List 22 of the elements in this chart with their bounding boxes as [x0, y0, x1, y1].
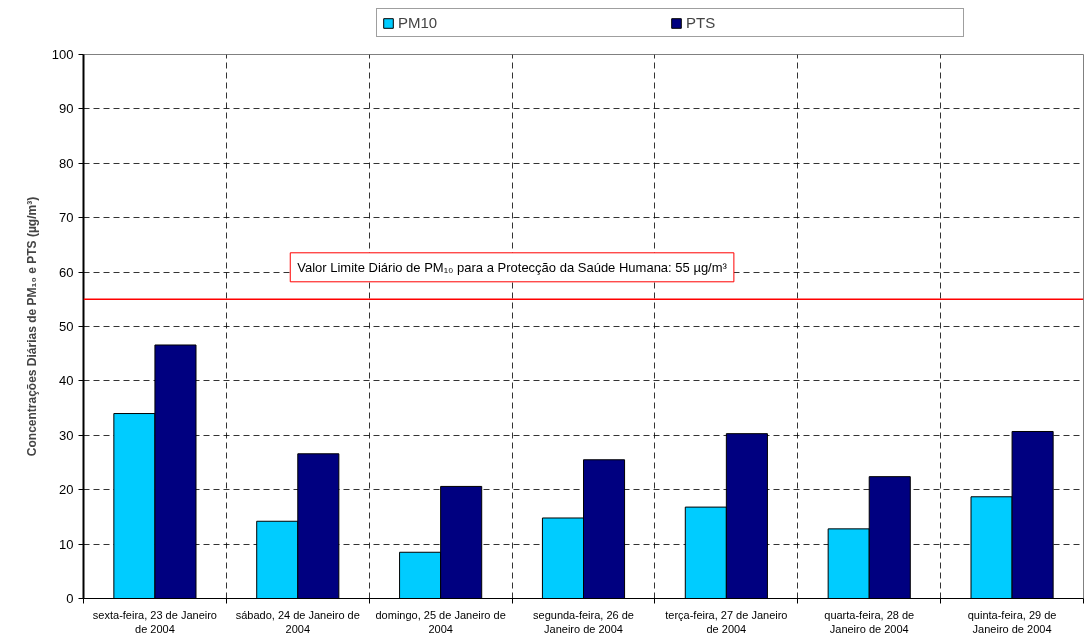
- y-tick-label: 60: [59, 264, 74, 280]
- y-axis-title: Concentrações Diárias de PM₁₀ e PTS (µg/m³): [24, 196, 39, 457]
- x-tick-label: quinta-feira, 29 de Janeiro de 2004: [967, 608, 1057, 635]
- y-tick-label: 20: [59, 482, 74, 498]
- x-tick-label: quarta-feira, 28 de Janeiro de 2004: [824, 608, 915, 635]
- x-tick-label: domingo, 25 de Janeiro de 2004: [375, 608, 506, 635]
- y-tick-label: 80: [59, 155, 74, 171]
- y-tick-label: 10: [59, 536, 74, 552]
- y-tick-label: 40: [59, 373, 74, 389]
- x-tick-label: segunda-feira, 26 de Janeiro de 2004: [533, 608, 634, 635]
- legend-label: PM10: [398, 14, 439, 31]
- y-tick-label: 70: [59, 210, 74, 226]
- y-tick-label: 0: [66, 591, 74, 606]
- y-tick-label: 30: [59, 427, 74, 443]
- y-tick-label: 100: [51, 47, 74, 62]
- y-tick-label: 90: [59, 101, 74, 117]
- x-tick-label: sexta-feira, 23 de Janeiro de 2004: [92, 608, 218, 635]
- x-tick-label: sábado, 24 de Janeiro de 2004: [235, 608, 360, 635]
- ref-line-label: Valor Limite Diário de PM₁₀ para a Protecção da Saúde Humana: 55 µg/m³: [297, 259, 728, 275]
- x-tick-label: terça-feira, 27 de Janeiro de 2004: [665, 608, 788, 635]
- y-tick-label: 50: [59, 319, 74, 334]
- legend-label: PTS: [686, 14, 717, 31]
